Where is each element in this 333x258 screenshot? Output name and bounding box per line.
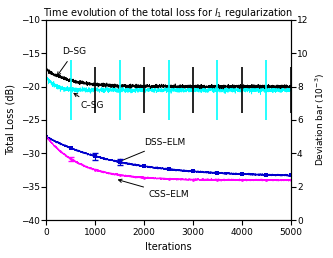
Y-axis label: Deviation bar ($10^{-3}$): Deviation bar ($10^{-3}$): [314, 74, 327, 166]
X-axis label: Iterations: Iterations: [145, 243, 192, 252]
Title: Time evolution of the total loss for $l_1$ regularization: Time evolution of the total loss for $l_…: [43, 6, 294, 20]
Text: C–SG: C–SG: [74, 93, 104, 110]
Y-axis label: Total Loss (dB): Total Loss (dB): [6, 84, 16, 156]
Text: CSS–ELM: CSS–ELM: [119, 179, 189, 199]
Text: DSS–ELM: DSS–ELM: [118, 138, 185, 162]
Text: D–SG: D–SG: [57, 47, 86, 75]
